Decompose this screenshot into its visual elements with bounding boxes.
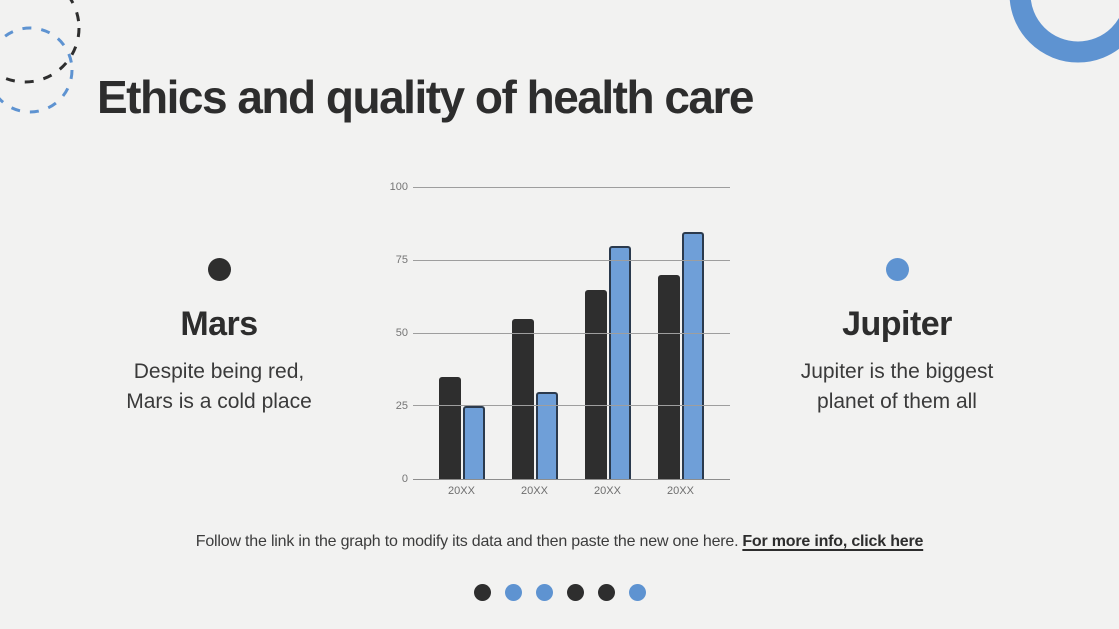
bar-group-1: [425, 188, 498, 479]
pagination-dot-5-dark[interactable]: [597, 584, 615, 601]
x-tick-label-2: 20XX: [521, 485, 548, 497]
y-tick-label: 25: [395, 400, 408, 412]
jupiter-body-line-2: planet of them all: [817, 390, 977, 413]
bar-series-blue-4: [681, 231, 704, 479]
bar-series-blue-2: [535, 391, 558, 479]
chart-plot: [413, 187, 730, 480]
bar-series-dark-3: [584, 289, 607, 479]
jupiter-heading: Jupiter: [842, 305, 952, 343]
pagination-dot-4-dark[interactable]: [566, 584, 584, 601]
slide-pagination: [0, 584, 1119, 601]
gridline: [413, 332, 730, 334]
slide-title: Ethics and quality of health care: [97, 71, 755, 123]
mars-body-line-1: Despite being red,: [133, 360, 305, 383]
mars-bullet-dot: [207, 258, 231, 281]
x-tick-label-4: 20XX: [667, 485, 694, 497]
pagination-dot-6-blue[interactable]: [628, 584, 646, 601]
x-tick-label-3: 20XX: [594, 485, 621, 497]
gridline: [413, 405, 730, 407]
bar-series-dark-2: [511, 318, 534, 479]
bar-series-dark-1: [438, 377, 461, 479]
dashed-circle-blue: [0, 26, 74, 114]
jupiter-bullet-dot: [885, 258, 909, 281]
chart-y-axis: 0 25 50 75 100: [378, 181, 408, 485]
bar-group-4: [644, 188, 717, 479]
y-tick-label: 100: [389, 181, 408, 193]
pagination-dot-3-blue[interactable]: [535, 584, 553, 601]
footer-note: Follow the link in the graph to modify i…: [0, 533, 1119, 551]
bar-group-3: [571, 188, 644, 479]
mars-heading: Mars: [180, 305, 258, 343]
mars-body-line-2: Mars is a cold place: [126, 390, 312, 413]
bar-series-blue-1: [462, 406, 485, 479]
ring-decoration: [1009, 0, 1119, 63]
chart-x-axis: 20XX 20XX 20XX 20XX: [425, 485, 717, 497]
gridline: [413, 259, 730, 261]
bar-series-blue-3: [608, 246, 631, 479]
y-tick-label: 0: [401, 473, 408, 485]
mars-card: Mars Despite being red, Mars is a cold p…: [99, 258, 339, 417]
bar-chart[interactable]: 0 25 50 75 100 20XX 20XX 20XX 20XX: [378, 181, 730, 508]
jupiter-body-line-1: Jupiter is the biggest: [800, 360, 994, 383]
jupiter-body: Jupiter is the biggest planet of them al…: [777, 357, 1017, 417]
x-tick-label-1: 20XX: [448, 485, 475, 497]
pagination-dot-1-dark[interactable]: [473, 584, 491, 601]
y-tick-label: 50: [395, 327, 408, 339]
pagination-dot-2-blue[interactable]: [504, 584, 522, 601]
bar-series-dark-4: [657, 275, 680, 479]
jupiter-card: Jupiter Jupiter is the biggest planet of…: [777, 258, 1017, 417]
bar-group-2: [498, 188, 571, 479]
ring-circle: [1009, 0, 1119, 63]
footer-text: Follow the link in the graph to modify i…: [195, 533, 739, 550]
y-tick-label: 75: [395, 254, 408, 266]
chart-bar-groups: [425, 188, 717, 479]
gridline: [413, 187, 730, 188]
dashed-circle-dark: [0, 0, 81, 84]
dashed-circles-decoration: [0, 0, 81, 114]
mars-body: Despite being red, Mars is a cold place: [99, 357, 339, 417]
footer-link[interactable]: For more info, click here: [742, 533, 924, 550]
